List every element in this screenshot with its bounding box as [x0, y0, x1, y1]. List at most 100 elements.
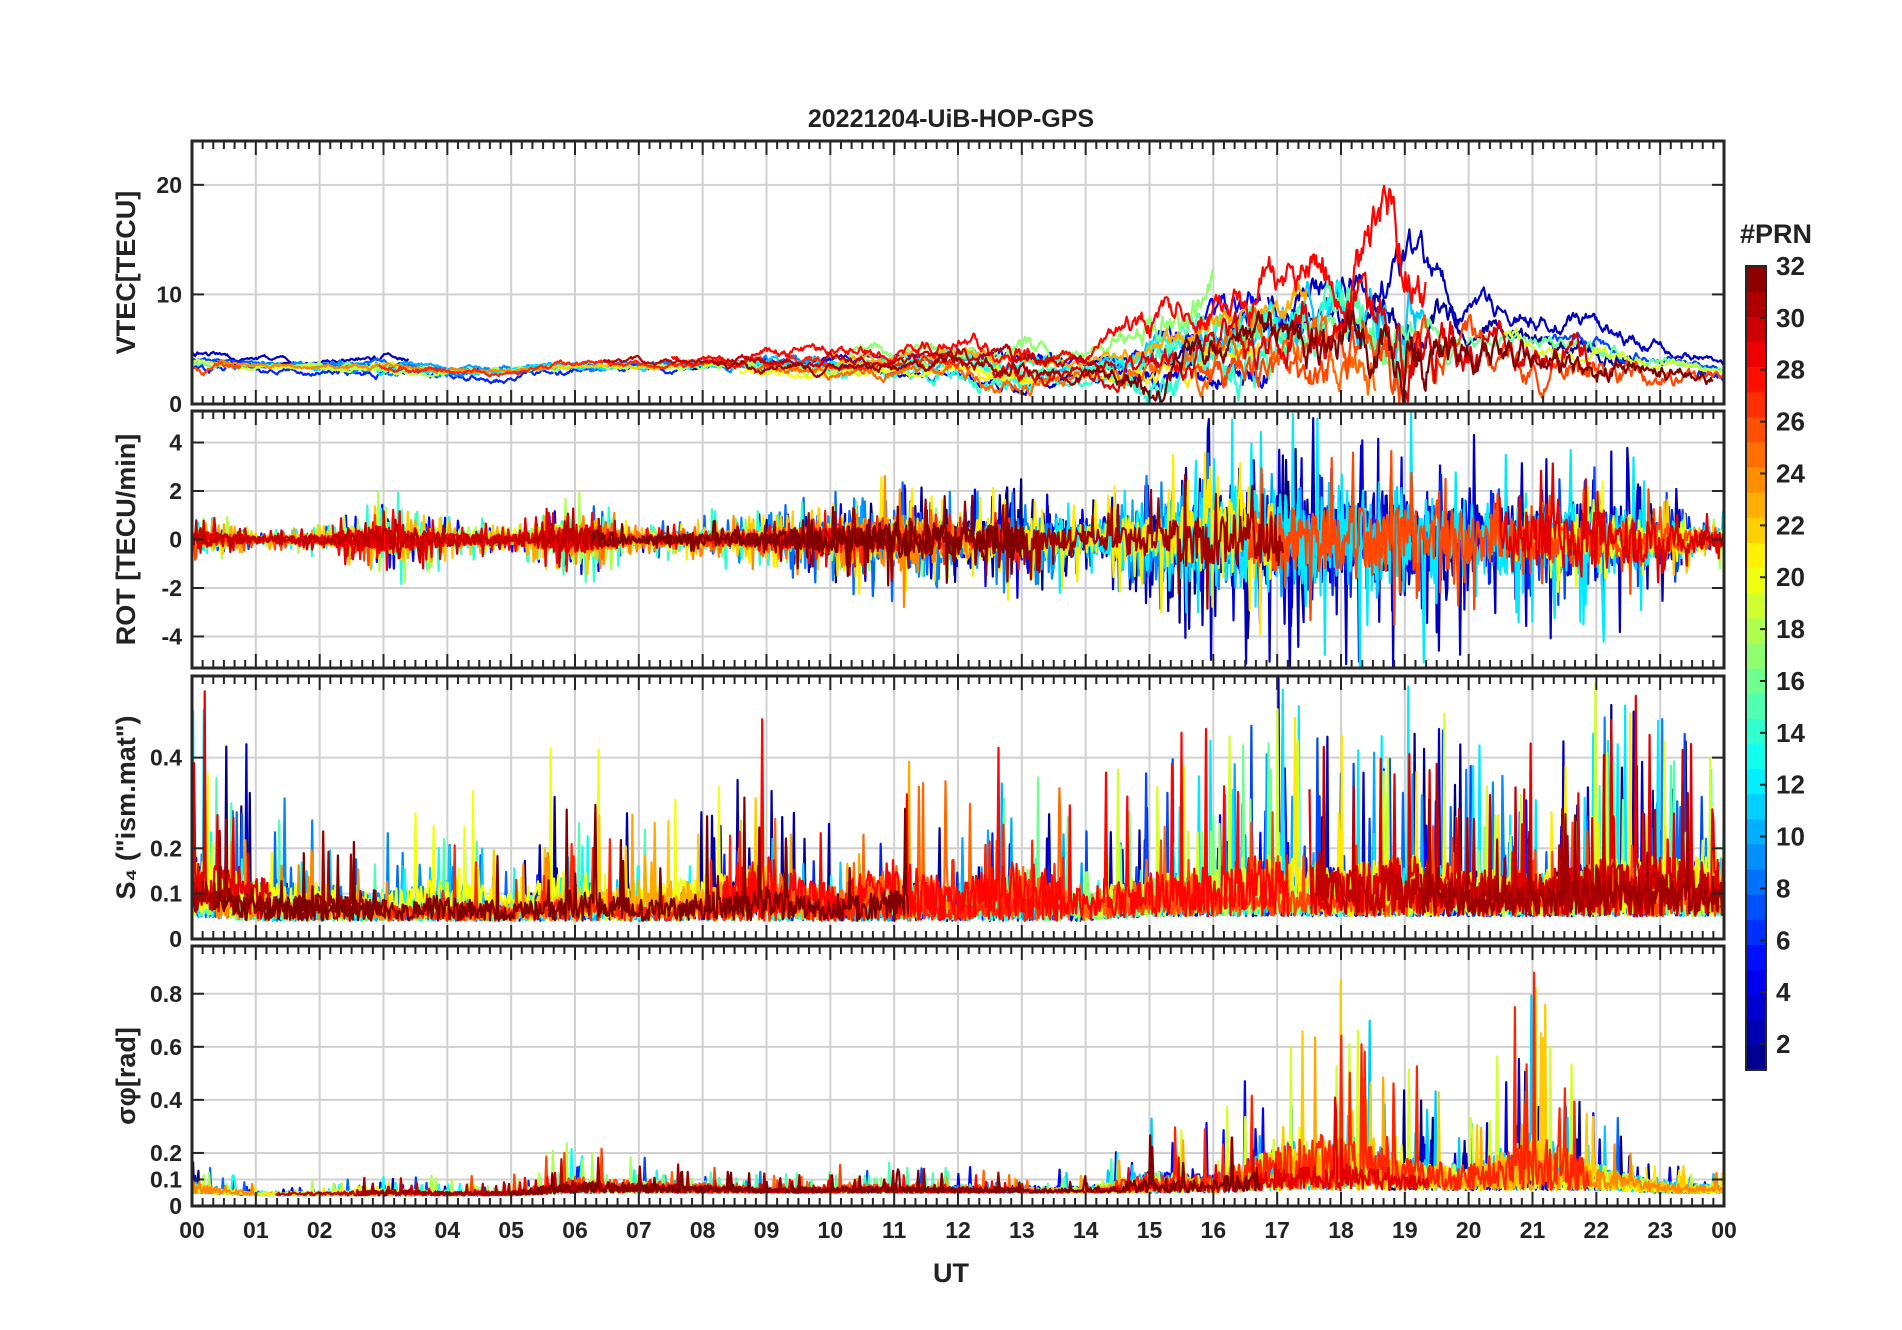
y-axis-label: ROT [TECU/min]	[111, 434, 141, 645]
y-tick-label: 0.6	[150, 1034, 182, 1060]
x-tick-label: 09	[754, 1217, 780, 1243]
y-tick-label: 0.4	[150, 745, 182, 771]
x-tick-label: 13	[1009, 1217, 1035, 1243]
colorbar-tick-label: 2	[1776, 1029, 1790, 1059]
y-axis-label: S₄ ("ism.mat")	[111, 715, 141, 899]
colorbar-swatch	[1746, 818, 1766, 845]
prn-31-line	[1419, 791, 1724, 918]
prn-32-line	[591, 494, 1027, 587]
colorbar-swatch	[1746, 416, 1766, 443]
colorbar-swatch	[1746, 869, 1766, 895]
colorbar-tick-label: 4	[1776, 977, 1791, 1007]
prn-23-line	[826, 282, 1309, 368]
x-tick-label: 07	[626, 1217, 652, 1243]
y-tick-label: 10	[156, 281, 182, 307]
prn-lines	[192, 971, 1724, 1197]
prn-30-line	[602, 343, 1117, 370]
prn-30-line	[1698, 531, 1724, 550]
y-tick-label: 0.4	[150, 1087, 182, 1113]
colorbar-swatch	[1746, 944, 1766, 971]
x-tick-label: 16	[1201, 1217, 1227, 1243]
x-ticks	[191, 676, 1725, 940]
prn-32-line	[213, 796, 910, 923]
panel-4: 00.10.2 0.4 0.6 0.8 σφ[rad]	[111, 944, 1726, 1219]
colorbar-tick-label: 20	[1776, 562, 1805, 592]
colorbar-swatch	[1746, 743, 1766, 770]
colorbar-swatch	[1746, 492, 1766, 518]
prn-28-line	[721, 718, 1291, 922]
prn-25-line	[590, 506, 947, 562]
panel-2: -4 -2 0 2 4 ROT [TECU/min]	[111, 409, 1726, 670]
colorbar-swatch	[1746, 366, 1766, 393]
x-tick-label: 11	[882, 1217, 907, 1243]
colorbar-swatch	[1746, 291, 1766, 317]
colorbar-tick-label: 28	[1776, 355, 1805, 385]
prn-26-line	[192, 361, 242, 377]
y-tick-label: 0	[169, 1193, 182, 1219]
y-tick-label: 0	[169, 527, 182, 553]
colorbar-swatch	[1746, 994, 1766, 1021]
prn-32-line	[1085, 309, 1714, 403]
prn-lines	[192, 676, 1724, 923]
x-tick-label: 18	[1328, 1217, 1354, 1243]
colorbar-tick-label: 10	[1776, 822, 1805, 852]
x-tick-label: 12	[945, 1217, 971, 1243]
x-tick-label: 19	[1392, 1217, 1418, 1243]
prn-29-line	[1498, 462, 1724, 584]
x-tick-label: 08	[690, 1217, 716, 1243]
colorbar-swatch	[1746, 894, 1766, 920]
x-ticks	[191, 141, 1725, 405]
prn-24-line	[192, 1180, 259, 1197]
y-tick-label: 0	[169, 926, 182, 952]
colorbar-swatch	[1746, 266, 1766, 292]
y-tick-label: 0.8	[150, 981, 182, 1007]
x-ticks	[191, 946, 1725, 1207]
prn-25-line	[738, 780, 1201, 922]
y-tick-label: -2	[162, 575, 182, 601]
x-tick-label: 06	[562, 1217, 588, 1243]
x-tick-label: 20	[1456, 1217, 1482, 1243]
y-tick-label: 0.2	[150, 835, 182, 861]
colorbar-swatch	[1746, 969, 1766, 996]
y-tick-label: 2	[169, 478, 182, 504]
y-tick-label: 20	[156, 172, 182, 198]
y-tick-label: 0.1	[150, 881, 182, 907]
colorbar-tick-label: 24	[1776, 458, 1805, 488]
x-tick-label: 10	[818, 1217, 844, 1243]
x-tick-label: 01	[243, 1217, 269, 1243]
colorbar-swatch	[1746, 718, 1766, 744]
prn-19-line	[1502, 326, 1724, 374]
colorbar-swatch	[1746, 642, 1766, 669]
x-tick-label: 05	[498, 1217, 524, 1243]
colorbar-tick-label: 6	[1776, 925, 1790, 955]
prn-32-line	[512, 1134, 1262, 1196]
x-tick-label: 17	[1264, 1217, 1290, 1243]
prn-30-line	[192, 507, 620, 568]
colorbar-swatch	[1746, 617, 1766, 644]
y-tick-label: 0	[169, 391, 182, 417]
colorbar-swatch	[1746, 768, 1766, 795]
chart-title: 20221204-UiB-HOP-GPS	[808, 105, 1094, 133]
colorbar-frame	[1745, 265, 1767, 1071]
colorbar-swatch	[1746, 441, 1766, 468]
x-tick-labels: 00 01 02 03 04 05 06 07 08 09 10 11 12 13 14 15 16 17 18 19…	[179, 1217, 1737, 1243]
panel-1: 0 10 20 VTEC[TECU]	[111, 139, 1726, 417]
x-tick-label: 21	[1520, 1217, 1546, 1243]
y-tick-label: -4	[162, 623, 183, 649]
colorbar-tick-label: 12	[1776, 770, 1805, 800]
colorbar-swatch	[1746, 517, 1766, 543]
prn-29-line	[991, 271, 1592, 403]
x-tick-label: 00	[1711, 1217, 1737, 1243]
colorbar-swatch	[1746, 592, 1766, 619]
x-tick-label: 14	[1073, 1217, 1099, 1243]
colorbar-swatch	[1746, 668, 1766, 694]
x-tick-label: 22	[1584, 1217, 1610, 1243]
colorbar-swatch	[1746, 1044, 1766, 1071]
prn-15-line	[940, 280, 1412, 388]
prn-lines	[192, 411, 1724, 668]
colorbar-swatch	[1746, 843, 1766, 870]
x-tick-label: 02	[307, 1217, 333, 1243]
colorbar-tick-label: 14	[1776, 718, 1805, 748]
